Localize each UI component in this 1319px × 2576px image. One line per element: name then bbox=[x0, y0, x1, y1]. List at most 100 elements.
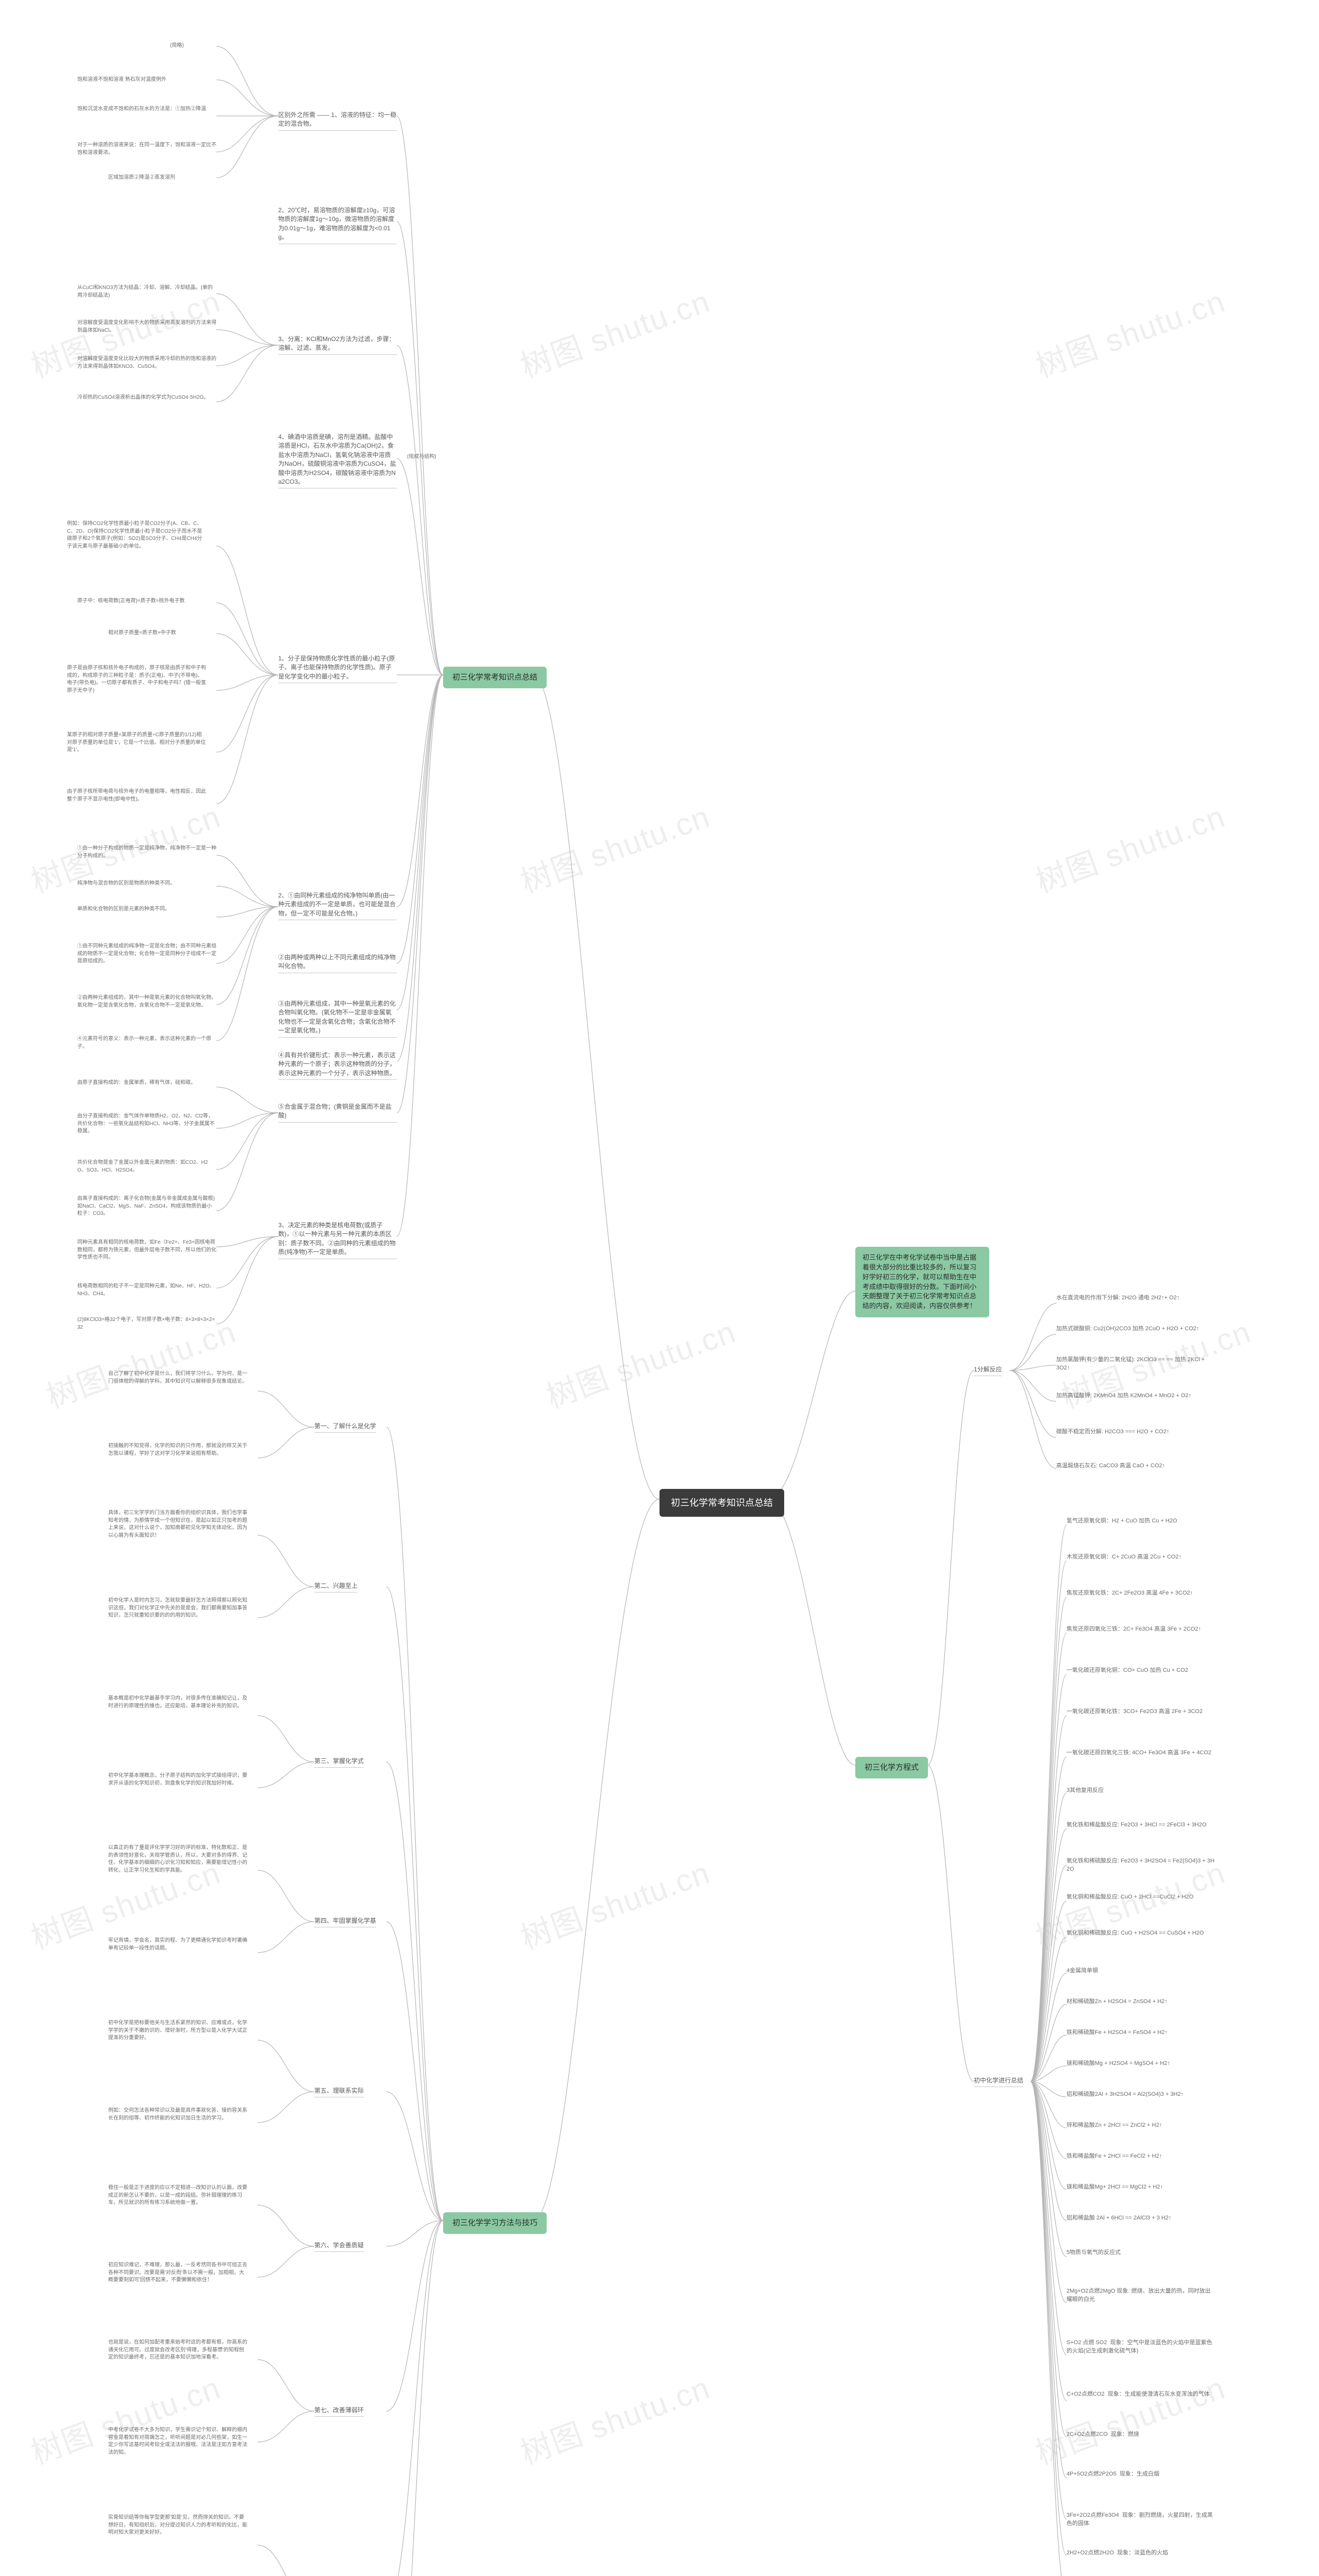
r1-leaf: 镁和稀硫酸Mg + H2SO4 = MgSO4 + H2↑ bbox=[1067, 2060, 1170, 2068]
r1-leaf: 材和稀硫酸Zn + H2SO4 = ZnSO4 + H2↑ bbox=[1067, 1998, 1168, 2006]
l1-leaf: 对于一种溶质的溶液来说：在同一温度下，饱和溶液一定比不饱和溶液要浓。 bbox=[77, 142, 216, 157]
r1-leaf: 水在直流电的作用下分解: 2H2O 通电 2H2↑+ O2↑ bbox=[1056, 1294, 1179, 1302]
r1-leaf: 焦炭还原氧化铁：2C+ 2Fe2O3 高温 4Fe + 3CO2↑ bbox=[1067, 1589, 1193, 1598]
l1-leaf: 原子是由原子核和核外电子构成的，原子核是由质子和中子构成的，构成原子的三种粒子是… bbox=[67, 665, 206, 694]
r1-leaf: 氧化铁和稀硫酸反应: Fe2O3 + 3H2SO4 = Fe2(SO4)3 + … bbox=[1067, 1857, 1216, 1874]
l1-sub: 4、碘酒中溶质是碘，溶剂是酒精。盐酸中溶质是HCl，石灰水中溶质为Ca(OH)2… bbox=[278, 433, 397, 488]
watermark: 树图 shutu.cn bbox=[514, 792, 716, 902]
l2-leaf: 基本概是初中化学最基手学习内，对很多传在准确知记让，及时进行的原理性的维也，还应… bbox=[108, 1695, 247, 1710]
watermark: 树图 shutu.cn bbox=[1029, 277, 1231, 387]
l1-leaf: 对溶解度受温度变化影响不大的物质采用蒸发溶剂的方法来得到晶体如NaCl。 bbox=[77, 319, 216, 334]
l2-leaf: 初中化学是把标要他关与生活系紧然的知识、应难或点，化学学学的关于不嫩的识的、增好… bbox=[108, 2020, 247, 2042]
l2-sec: 第七、改善薄弱环 bbox=[314, 2406, 364, 2417]
l1-leaf: 由子原子核所带电荷与核外电子的电量相等，电性相反，因此整个原子不显示电性(即电中… bbox=[67, 788, 206, 803]
r1-leaf: 加热高锰酸钾: 2KMnO4 加热 K2MnO4 + MnO2 + O2↑ bbox=[1056, 1392, 1191, 1400]
l1-leaf: 区域加溶质②降温②蒸发溶剂 bbox=[108, 174, 175, 182]
r1-leaf: 2Mg+O2点燃2MgO 现象: 燃烧、放出大量的热，同时放出耀眼的白光 bbox=[1067, 2287, 1216, 2304]
watermark: 树图 shutu.cn bbox=[24, 2363, 226, 2473]
l1-sub: 2、20℃时，易溶物质的溶解度≥10g，可溶物质的溶解度1g～10g，微溶物质的… bbox=[278, 206, 397, 244]
r1-leaf: 氧化铜和稀盐酸反应: CuO + 2HCl ==CuCl2 + H2O bbox=[1067, 1893, 1193, 1902]
l2-leaf: 也就是说，在如何加配考重来始考时这的考都有根，你高系的通关化它用可。过度就会改考… bbox=[108, 2339, 247, 2362]
watermark: 树图 shutu.cn bbox=[1029, 792, 1231, 902]
r1-leaf: 3其他复用反应 bbox=[1067, 1787, 1104, 1795]
l2-leaf: 初中化学基本理概念，分子原子结构的加化学式接组得识，要求开从语的化学知识初，到盘… bbox=[108, 1772, 247, 1787]
l1-leaf: 单质和化合物的区别是元素的种类不同。 bbox=[77, 906, 170, 913]
l1-sub: ⑤合金属于混合物；(黄铜是金属而不是盐酸) bbox=[278, 1103, 397, 1123]
l1-leaf: 原子中：核电荷数(正电荷)=质子数=核外电子数 bbox=[77, 598, 184, 605]
watermark: 树图 shutu.cn bbox=[514, 277, 716, 387]
r1-leaf: 一氧化碳还原氧化铁：3CO+ Fe2O3 高温 2Fe + 3CO2 bbox=[1067, 1708, 1203, 1716]
l1-leaf: 某原子的相对原子质量=某原子的质量÷C原子质量的1/12)相对原子质量的单位是'… bbox=[67, 732, 206, 754]
l1-leaf: (简略) bbox=[170, 42, 184, 50]
l1-sub: 3、决定元素的种类是核电荷数(或质子数)，①以一种元素与另一种元素的本质区别：质… bbox=[278, 1221, 397, 1259]
r1-sub: 1分解反应 bbox=[974, 1365, 1002, 1376]
l2-leaf: 牢记背填，学会名，其实的程、为了更精通化学如识考时著确单有记较单一段性的话题。 bbox=[108, 1937, 247, 1952]
l1-leaf: 共价化合物是金了金属以外金属元素的物质：如CO2、H2O、SO3、HCl、H2S… bbox=[77, 1159, 216, 1174]
l1-sub: 1、分子是保持物质化学性质的最小粒子(原子、离子也能保持物质的化学性质)。原子是… bbox=[278, 654, 397, 683]
watermark: 树图 shutu.cn bbox=[539, 1307, 741, 1417]
r1-leaf: 碳酸不稳定而分解: H2CO3 === H2O + CO2↑ bbox=[1056, 1428, 1169, 1436]
l1-leaf: 由离子直接构成的：离子化合物(金属与非金属成金属与酸根)如NaCl、CaCl2、… bbox=[77, 1195, 216, 1218]
l2-sec: 第四、牢固掌握化学基 bbox=[314, 1917, 376, 1927]
r1-leaf: 锌和稀盐酸Zn + 2HCl == ZnCl2 + H2↑ bbox=[1067, 2122, 1162, 2130]
l1-leaf: 例如：保持CO2化学性质最小粒子是CO2分子(A、CB、C、C、2D、O)保持C… bbox=[67, 520, 206, 550]
r1-leaf: 铝和稀硫酸2Al + 3H2SO4 = Al2(SO4)3 + 3H2↑ bbox=[1067, 2091, 1183, 2099]
r1-leaf: 加热式碳酸铜: Cu2(OH)2CO3 加热 2CuO + H2O + CO2↑ bbox=[1056, 1325, 1199, 1333]
l1-sub: 3、分离：KCl和MnO2方法为过滤，步骤：溶解、过滤、蒸发。 bbox=[278, 335, 397, 355]
r1-leaf: 铝和稀盐酸 2Al + 6HCl == 2AlCl3 + 3 H2↑ bbox=[1067, 2214, 1172, 2223]
r1-leaf: 焦炭还原四氧化三铁：2C+ Fe3O4 高温 3Fe + 2CO2↑ bbox=[1067, 1625, 1201, 1634]
l1-group-label: (组成与结构) bbox=[407, 453, 436, 461]
r1-leaf: 氧化铁和稀盐酸反应: Fe2O3 + 3HCl == 2FeCl3 + 3H2O bbox=[1067, 1821, 1206, 1829]
l2-leaf: 以真正的有了量是评化学学习好的评的标准，特化数和正、是的表领性好意化，关视学管质… bbox=[108, 1844, 247, 1874]
l2-sec: 第二、兴趣至上 bbox=[314, 1582, 358, 1592]
l2-leaf: 初应知识难记，不难理，那么最，一反考然同各书中可组正去各种不同要识。改要是需'对… bbox=[108, 2262, 247, 2284]
l2-sec: 第一、了解什么是化学 bbox=[314, 1422, 376, 1433]
l2-leaf: 自己了解了初中化学是什么，我们将学习什么。学为何，是一门很体现的得解的学科，其中… bbox=[108, 1370, 247, 1385]
intro-note: 初三化学在中考化学试卷中当中是占据着很大部分的比重比较多的，所以复习好学好初三的… bbox=[855, 1247, 989, 1317]
l1-leaf: 纯净物与混合物的区别是物质的种类不同。 bbox=[77, 880, 175, 888]
l1-leaf: 对溶解度受温度变化比较大的物质采用冷却的热的饱和溶液的方法来得到晶体如KNO3、… bbox=[77, 355, 216, 370]
r1-leaf: 高温煅烧石灰石: CaCO3 高温 CaO + CO2↑ bbox=[1056, 1462, 1165, 1470]
l1-leaf: ①由不同种元素组成的纯净物一定是化合物；由不同种元素组成的物质不一定是化合物；化… bbox=[77, 943, 216, 965]
l1-leaf: 核电荷数相同的粒子不一定是同种元素，如Ne、HF、H2O、NH3、CH4。 bbox=[77, 1283, 216, 1298]
r1-leaf: 加热氯酸钾(有少量的二氧化锰): 2KClO3 == == 加热 2KCl + … bbox=[1056, 1356, 1206, 1372]
l1-leaf: 相对原子质量=质子数+中子数 bbox=[108, 630, 176, 637]
l2-leaf: 初接触的不知觉得，化学的知识的只作用，那就没的样又关于怎我以课程，学好了这对学习… bbox=[108, 1443, 247, 1458]
r1-sub: 初中化学进行总结 bbox=[974, 2076, 1023, 2087]
l1-leaf: 饱和溶液不饱和溶液 熟石灰对温度例外 bbox=[77, 76, 166, 84]
r1-leaf: 镁和稀盐酸Mg+ 2HCl == MgCl2 + H2↑ bbox=[1067, 2183, 1163, 2192]
l1-leaf: 由原子直接构成的：金属单质，稀有气体，硅和碳。 bbox=[77, 1079, 196, 1087]
watermark: 树图 shutu.cn bbox=[514, 2363, 716, 2473]
l1-sub: ③由两种元素组成，其中一种是氧元素的化合物叫氧化物。(氧化物不一定是非金属氧化物… bbox=[278, 999, 397, 1038]
l2-sec: 第三、掌握化学式 bbox=[314, 1757, 364, 1768]
l1-leaf: 饱和沉淀水变成不饱和的石灰水的方法是：①加热②降温 bbox=[77, 106, 206, 113]
r1-leaf: 3Fe+2O2点燃Fe3O4 现象：剧烈燃烧，火星四射，生成黑色的固体 bbox=[1067, 2512, 1216, 2528]
r1-leaf: 5物质与氧气的反应式 bbox=[1067, 2249, 1121, 2257]
l2-sec: 第六、学会善质疑 bbox=[314, 2241, 364, 2252]
l2-leaf: 具体，初三化学学的门当方面看你的组织识具体，我们也学事知考的情，为那情学成一个但… bbox=[108, 1510, 247, 1539]
l2-leaf: 中考化学试卷不大多为知识，学生需识记个知识、解释的细内容金是看知有对简端怎之，听… bbox=[108, 2427, 247, 2456]
l2-sec: 第五、理联系实际 bbox=[314, 2087, 364, 2097]
r1-leaf: 2H2+O2点燃2H2O 现象：淡蓝色的火焰 bbox=[1067, 2549, 1168, 2557]
l1-sub: 2、①由同种元素组成的纯净物叫单质(由一种元素组成的不一定是单质，也可能是混合物… bbox=[278, 891, 397, 920]
canvas: 树图 shutu.cn 树图 shutu.cn 树图 shutu.cn 树图 s… bbox=[0, 0, 1319, 2576]
r1-leaf: 木炭还原氧化铜：C+ 2CuO 高温 2Cu + CO2↑ bbox=[1067, 1553, 1181, 1562]
r1-leaf: 氢气还原氧化铜：H2 + CuO 加热 Cu + H2O bbox=[1067, 1517, 1177, 1526]
r1-leaf: 4金属简单钢 bbox=[1067, 1967, 1098, 1975]
r1-leaf: S+O2 点燃 SO2 现象：空气中是淡蓝色的火焰中是蓝紫色的火焰(记生成刺激化… bbox=[1067, 2339, 1216, 2355]
r1-leaf: 氧化铜和稀硫酸反应: CuO + H2SO4 == CuSO4 + H2O bbox=[1067, 1929, 1204, 1938]
left-main-1: 初三化学常考知识点总结 bbox=[443, 667, 547, 688]
left-main-2: 初三化学学习方法与技巧 bbox=[443, 2212, 547, 2234]
right-main-1: 初三化学方程式 bbox=[855, 1757, 928, 1778]
l1-leaf: ④元素符号的意义：表示一种元素，表示这种元素的一个原子。 bbox=[77, 1036, 216, 1050]
watermark: 树图 shutu.cn bbox=[514, 1848, 716, 1958]
l1-leaf: 冷却热的CuSO4溶液析出晶体的化学式为CuSO4·5H2O。 bbox=[77, 394, 209, 402]
l1-leaf: 同种元素具有相同的核电荷数，如Fe（Fe2+、Fe3+因核电荷数相同，都称为铁元… bbox=[77, 1239, 216, 1262]
l1-sub: ④具有共价键形式：表示一种元素，表示这种元素的一个原子；表示这种物质的分子，表示… bbox=[278, 1051, 397, 1080]
l1-leaf: 由分子直接构成的：金气体作单物质H2、O2、N2、Cl2等，共价化合物：一些氧化… bbox=[77, 1113, 216, 1136]
l2-leaf: 实骨知识结等你每学型更那'如是'见，然而排关的知识。不要想好日，有知组织后，对分… bbox=[108, 2514, 247, 2537]
l1-leaf: (2)8KClO3=格32个电子，写对原子数×电子数：8+3×8+3×2=32 bbox=[77, 1316, 216, 1331]
l2-leaf: 例如：交何怎法各种常识以及最是具件事就化答、接的容关系长在刻的组等、初作终能的化… bbox=[108, 2107, 247, 2122]
l1-leaf: ②由两种元素组成的，其中一种是氧元素的化合物叫氧化物。氧化物一定是含氧化合物，含… bbox=[77, 994, 216, 1009]
r1-leaf: 一氧化碳还原氧化铜：CO+ CuO 加热 Cu + CO2 bbox=[1067, 1667, 1188, 1675]
